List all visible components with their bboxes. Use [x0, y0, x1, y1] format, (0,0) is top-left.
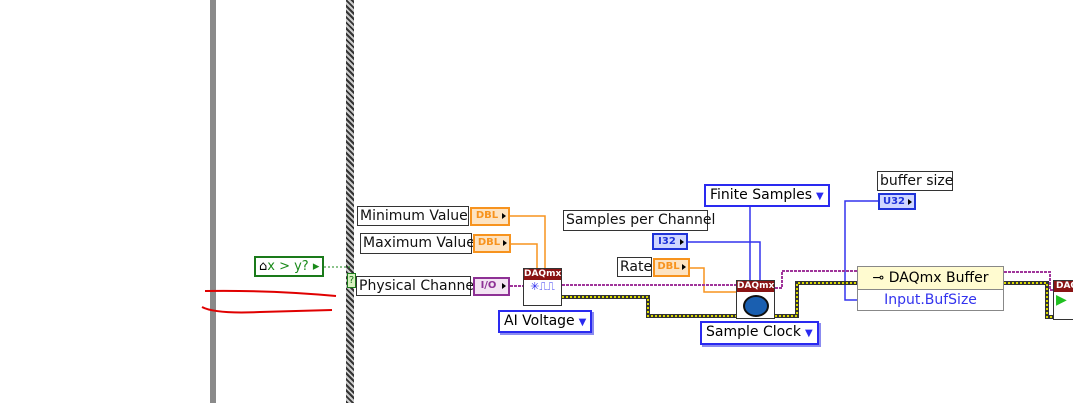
rate-terminal[interactable]: DBL [653, 258, 690, 277]
property-node-header: ⊸ DAQmx Buffer [858, 267, 1003, 290]
samples-per-channel-terminal[interactable]: I32 [652, 233, 688, 250]
min-value-terminal[interactable]: DBL [470, 207, 510, 226]
rate-label: Rate [617, 257, 652, 277]
structure-border-left [210, 0, 216, 403]
min-value-label: Minimum Value [357, 206, 469, 226]
sample-clock-ring[interactable]: Sample Clock ▼ [700, 321, 819, 345]
samples-per-channel-label: Samples per Channel [563, 210, 715, 231]
task-wire [775, 270, 857, 289]
daqmx-create-channel-node[interactable]: DAQmx ✳⎍⎍ [523, 268, 562, 306]
annotation-mark [201, 306, 333, 314]
property-item[interactable]: Input.BufSize [884, 292, 977, 308]
rate-wire [690, 267, 736, 293]
annotation-mark [204, 289, 337, 297]
samples-wire [688, 241, 761, 280]
max-wire [511, 243, 538, 268]
wrench-icon: ⊸ [872, 270, 889, 286]
dropdown-arrow-icon: ▼ [578, 317, 587, 328]
buffer-size-terminal[interactable]: U32 [878, 193, 916, 210]
physical-channel-label: Physical Channel [356, 276, 478, 296]
finite-samples-ring[interactable]: Finite Samples ▼ [704, 184, 830, 207]
dropdown-arrow-icon: ▼ [804, 328, 813, 339]
clock-icon [742, 295, 769, 317]
case-selector[interactable]: ? [347, 273, 356, 288]
home-icon: ⌂ [259, 259, 268, 274]
physical-channel-terminal[interactable]: I/O [473, 277, 510, 296]
case-structure-border [346, 0, 354, 403]
min-wire [510, 215, 546, 268]
comparison-constant[interactable]: ⌂x > y? ▸ [254, 256, 324, 277]
daqmx-start-node[interactable]: DAQ ▶ [1053, 280, 1073, 320]
ai-voltage-ring[interactable]: AI Voltage ▼ [498, 310, 593, 333]
dropdown-arrow-icon: ▼ [816, 191, 824, 202]
max-value-label: Maximum Value [360, 233, 475, 254]
task-wire [1004, 271, 1053, 291]
play-icon: ▶ [1056, 292, 1067, 308]
daqmx-timing-node[interactable]: DAQmx [736, 280, 775, 319]
daqmx-buffer-property-node[interactable]: ⊸ DAQmx Buffer Input.BufSize [857, 266, 1004, 311]
error-wire [562, 282, 1053, 318]
max-value-terminal[interactable]: DBL [473, 234, 511, 253]
bufsize-wire [844, 200, 878, 301]
buffer-size-label: buffer size [877, 171, 953, 191]
channel-icon: ✳⎍⎍ [530, 280, 555, 293]
